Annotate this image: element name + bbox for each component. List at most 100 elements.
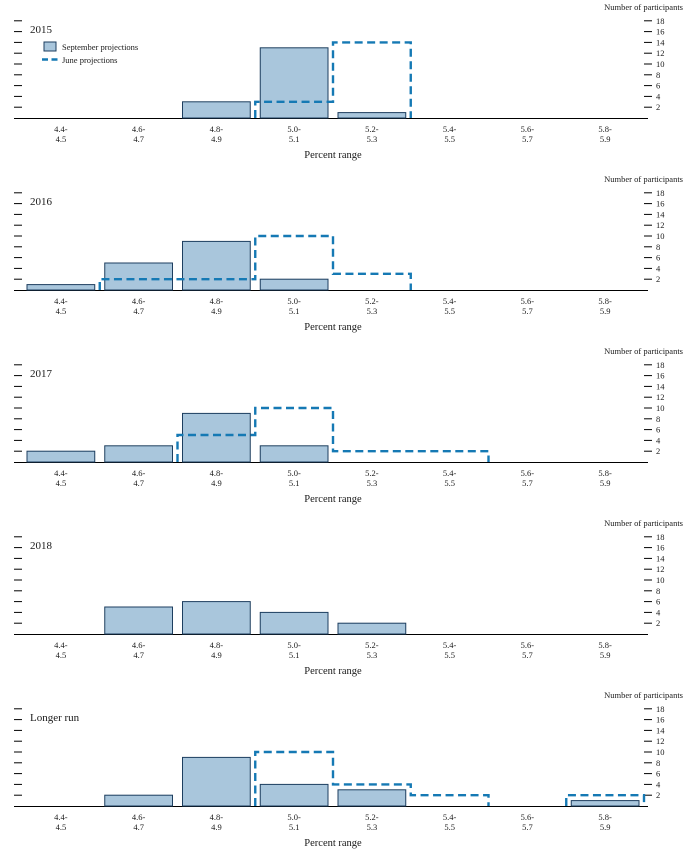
panel-2016: Number of participants 2016 2 4 6 8 10 12 14 16 18… (0, 172, 686, 344)
september-bar (337, 112, 407, 119)
y-tick-label: 18 (656, 704, 665, 714)
june-projections-line (254, 41, 412, 118)
x-bin-label-bottom: 5.1 (289, 478, 300, 488)
september-bar (182, 756, 251, 807)
panel-title: 2017 (30, 368, 53, 380)
participants-axis-title: Number of participants (604, 174, 683, 184)
x-bin-label-top: 5.4- (443, 812, 457, 822)
x-bin-label-bottom: 5.5 (444, 478, 455, 488)
september-bar (259, 611, 329, 635)
participants-axis-title: Number of participants (604, 518, 683, 528)
x-bin-label-bottom: 4.5 (56, 650, 67, 660)
y-tick-label: 18 (656, 532, 665, 542)
x-bin-label-bottom: 4.5 (56, 306, 67, 316)
panel-2017: Number of participants 2017 2 4 6 8 10 12 14 16 18… (0, 344, 686, 516)
x-bin-label-top: 4.8- (210, 640, 224, 650)
y-tick-label: 2 (656, 274, 660, 284)
x-bin-label-bottom: 5.9 (600, 134, 611, 144)
panel-chart: Number of participants 2017 24681012141618… (14, 346, 683, 505)
y-tick-label: 6 (656, 769, 660, 779)
y-tick-label: 16 (656, 543, 665, 553)
x-bin-label-top: 4.8- (210, 468, 224, 478)
x-axis-title: Percent range (304, 838, 362, 849)
x-bin-label-bottom: 5.7 (522, 478, 533, 488)
x-bin-label-top: 5.4- (443, 640, 457, 650)
x-bin-label-bottom: 5.5 (444, 306, 455, 316)
panel-2018: Number of participants 2018 2 4 6 8 10 12 14 16 18… (0, 516, 686, 688)
panel-chart: Number of participants 2015 24681012141618… (14, 2, 683, 161)
panel-chart: Number of participants 2018 24681012141618… (14, 518, 683, 677)
x-bin-label-top: 4.6- (132, 468, 146, 478)
y-tick-label: 6 (656, 81, 660, 91)
x-bin-label-bottom: 5.5 (444, 822, 455, 832)
x-bin-label-bottom: 5.9 (600, 650, 611, 660)
y-tick-label: 16 (656, 715, 665, 725)
y-tick-label: 4 (656, 91, 661, 101)
y-tick-label: 10 (656, 231, 665, 241)
y-tick-label: 2 (656, 102, 660, 112)
y-tick-label: 14 (656, 725, 665, 735)
legend-september-label: September projections (62, 42, 138, 52)
x-bin-label-bottom: 4.7 (133, 650, 144, 660)
x-bin-label-top: 4.4- (54, 468, 68, 478)
y-tick-label: 8 (656, 414, 660, 424)
y-tick-label: 12 (656, 736, 665, 746)
september-bar (259, 783, 329, 807)
y-tick-label: 6 (656, 425, 660, 435)
x-bin-label-bottom: 5.1 (289, 134, 300, 144)
x-bin-label-top: 4.6- (132, 124, 146, 134)
y-tick-label: 14 (656, 209, 665, 219)
y-tick-label: 14 (656, 553, 665, 563)
y-tick-label: 4 (656, 779, 661, 789)
x-axis-title: Percent range (304, 322, 362, 333)
september-bar (259, 47, 329, 119)
y-tick-label: 4 (656, 607, 661, 617)
x-bin-label-bottom: 4.5 (56, 134, 67, 144)
x-bin-label-bottom: 5.9 (600, 306, 611, 316)
y-tick-label: 6 (656, 597, 660, 607)
x-bin-label-bottom: 5.5 (444, 650, 455, 660)
x-bin-label-top: 4.4- (54, 812, 68, 822)
x-bin-label-top: 5.0- (287, 124, 301, 134)
y-tick-label: 8 (656, 586, 660, 596)
june-projections-line (98, 234, 412, 290)
september-bar (259, 278, 329, 291)
september-bar (104, 262, 173, 291)
panel-title: 2018 (30, 540, 53, 552)
y-tick-label: 2 (656, 446, 660, 456)
y-tick-label: 12 (656, 564, 665, 574)
panel-chart: Number of participants 2016 24681012141618… (14, 174, 683, 333)
y-tick-label: 2 (656, 790, 660, 800)
participants-axis-title: Number of participants (604, 690, 683, 700)
x-bin-label-top: 5.8- (598, 812, 612, 822)
y-tick-label: 16 (656, 199, 665, 209)
y-tick-label: 10 (656, 59, 665, 69)
x-bin-label-top: 5.4- (443, 296, 457, 306)
x-bin-label-top: 5.8- (598, 640, 612, 650)
x-bin-label-top: 4.8- (210, 812, 224, 822)
x-bin-label-top: 4.6- (132, 812, 146, 822)
x-bin-label-bottom: 5.9 (600, 478, 611, 488)
y-tick-label: 6 (656, 253, 660, 263)
x-axis-title: Percent range (304, 150, 362, 161)
y-tick-label: 14 (656, 381, 665, 391)
x-bin-label-top: 4.8- (210, 296, 224, 306)
x-bin-label-bottom: 5.3 (367, 306, 378, 316)
x-axis-title: Percent range (304, 666, 362, 677)
x-bin-label-top: 5.0- (287, 812, 301, 822)
panel-title: 2016 (30, 196, 53, 208)
y-tick-label: 10 (656, 747, 665, 757)
legend-september-swatch (43, 41, 57, 52)
september-bar (26, 284, 96, 291)
x-bin-label-bottom: 4.7 (133, 822, 144, 832)
x-bin-label-top: 5.4- (443, 124, 457, 134)
x-bin-label-top: 4.4- (54, 124, 68, 134)
x-bin-label-bottom: 4.7 (133, 478, 144, 488)
panel-longer-run: Number of participants Longer run 2 4 6 8 10 12… (0, 688, 686, 860)
x-bin-label-top: 5.6- (521, 124, 535, 134)
x-bin-label-bottom: 5.7 (522, 822, 533, 832)
june-projections-line (254, 750, 646, 806)
x-bin-label-bottom: 5.7 (522, 306, 533, 316)
y-tick-label: 12 (656, 48, 665, 58)
x-bin-label-top: 5.0- (287, 468, 301, 478)
